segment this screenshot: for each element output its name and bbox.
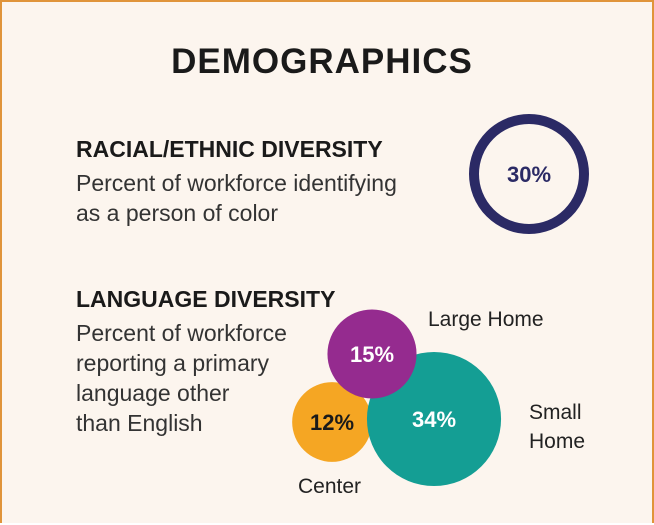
bubble	[292, 382, 372, 462]
language-description: Percent of workforce reporting a primary…	[76, 320, 287, 436]
bubble-value: 15%	[350, 342, 394, 367]
bubble	[327, 309, 417, 399]
language-heading: LANGUAGE DIVERSITY	[76, 286, 336, 312]
racial-heading: RACIAL/ETHNIC DIVERSITY	[76, 136, 383, 162]
bubble-label: Center	[298, 475, 362, 498]
bubble-label: Small Home	[529, 401, 586, 453]
bubble-value: 34%	[412, 407, 456, 432]
bubble-label: Large Home	[428, 308, 544, 331]
racial-description: Percent of workforce identifying as a pe…	[76, 170, 397, 226]
ring-label: 30%	[507, 162, 551, 187]
ring	[469, 114, 589, 234]
title: DEMOGRAPHICS	[171, 42, 473, 81]
bubble-value: 12%	[310, 410, 354, 435]
